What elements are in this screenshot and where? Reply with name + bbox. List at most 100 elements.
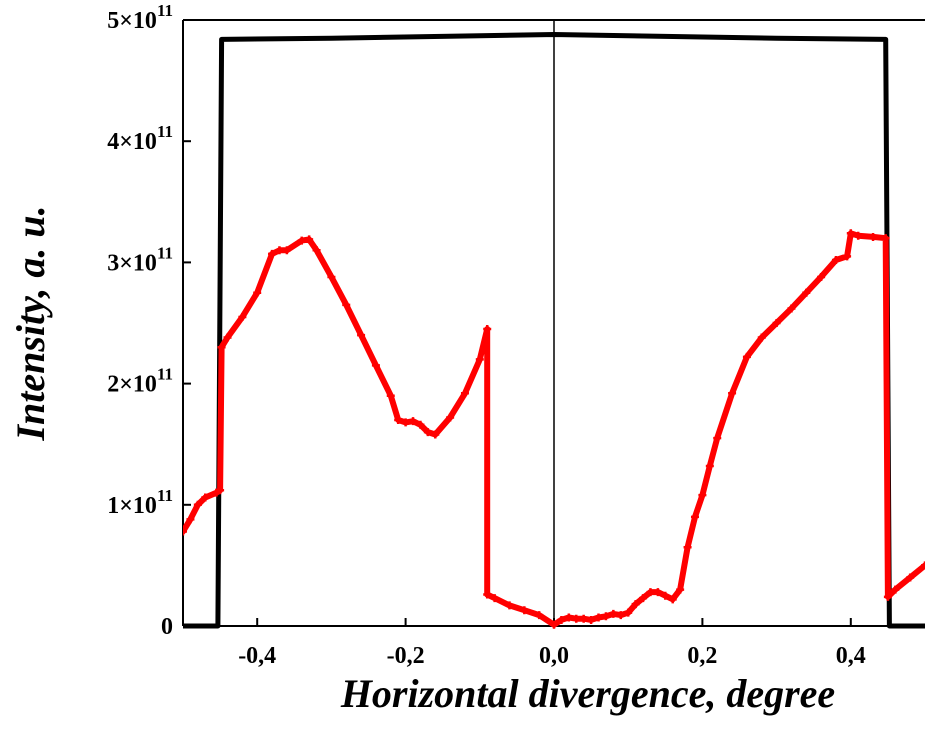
x-tick-label: 0,4 — [836, 643, 866, 669]
y-tick-exponent: 11 — [157, 122, 173, 141]
data-point — [690, 512, 699, 521]
series-0 — [183, 32, 925, 629]
data-point — [550, 620, 558, 629]
data-point — [817, 272, 826, 281]
y-tick-base: 1×10 — [107, 493, 157, 519]
y-tick-base: 0 — [161, 614, 173, 640]
data-point — [579, 614, 588, 623]
data-point — [653, 588, 662, 597]
data-point — [891, 585, 900, 594]
data-point — [869, 232, 878, 241]
data-point — [609, 609, 618, 618]
data-point — [186, 515, 195, 524]
data-point — [772, 319, 781, 327]
x-tick-label: 0,2 — [687, 643, 717, 669]
data-point — [312, 246, 321, 255]
y-tick-exponent: 11 — [157, 365, 173, 384]
data-point — [223, 333, 232, 342]
data-point — [416, 420, 425, 429]
series-layer — [183, 32, 925, 629]
y-tick-label: 4×1011 — [107, 122, 173, 155]
data-point — [661, 591, 670, 600]
data-point — [386, 391, 395, 400]
data-point — [183, 527, 187, 536]
data-point — [668, 595, 677, 604]
data-point — [253, 288, 262, 297]
data-point — [881, 234, 890, 243]
data-point — [357, 331, 366, 340]
y-tick-exponent: 11 — [157, 1, 173, 20]
data-point — [676, 585, 685, 594]
data-point — [921, 561, 925, 570]
data-point — [757, 333, 766, 342]
data-point — [201, 493, 210, 502]
x-tick-label: 0,0 — [539, 643, 569, 669]
data-point — [854, 231, 863, 240]
data-point — [238, 312, 247, 321]
data-point — [520, 606, 529, 615]
data-point — [728, 389, 737, 398]
data-point — [639, 594, 648, 603]
data-point — [423, 428, 432, 437]
data-point — [906, 573, 915, 582]
data-point — [409, 417, 418, 426]
y-tick-base: 3×10 — [107, 250, 157, 276]
data-point — [802, 288, 811, 297]
data-point — [327, 272, 336, 281]
data-point — [705, 462, 714, 471]
data-point — [601, 612, 610, 621]
data-point — [394, 415, 403, 424]
data-point — [557, 615, 566, 624]
y-tick-label: 0 — [161, 614, 173, 640]
data-point — [535, 611, 544, 620]
data-point — [698, 491, 707, 500]
data-point — [217, 343, 226, 352]
y-tick-label: 1×1011 — [107, 486, 173, 519]
series-1 — [183, 229, 925, 629]
data-point — [401, 418, 410, 427]
data-point — [483, 590, 492, 599]
data-point — [282, 246, 291, 255]
y-axis-title: Intensity, a. u. — [8, 205, 53, 441]
y-tick-label: 5×1011 — [107, 1, 173, 34]
data-point — [193, 500, 202, 509]
data-point — [831, 255, 840, 264]
data-point — [505, 601, 514, 610]
data-point — [646, 588, 655, 597]
data-point — [216, 486, 225, 495]
y-tick-exponent: 11 — [157, 243, 173, 262]
data-point — [275, 246, 284, 255]
data-point — [371, 361, 380, 370]
data-point — [624, 608, 633, 617]
data-point — [742, 352, 751, 361]
y-tick-base: 4×10 — [107, 129, 157, 155]
data-point — [683, 543, 692, 552]
y-tick-exponent: 11 — [157, 486, 173, 505]
data-point — [268, 249, 277, 258]
data-point — [475, 355, 484, 364]
x-axis-title: Horizontal divergence, degree — [340, 671, 835, 716]
data-point — [483, 325, 492, 334]
y-tick-base: 5×10 — [107, 8, 157, 34]
x-tick-label: -0,2 — [387, 643, 425, 669]
y-tick-label: 3×1011 — [107, 243, 173, 276]
data-point — [713, 434, 722, 443]
data-point — [564, 613, 573, 622]
data-point — [490, 594, 499, 603]
series-line — [183, 32, 925, 629]
data-point — [846, 229, 855, 238]
data-point — [631, 600, 640, 609]
data-point — [446, 413, 455, 422]
data-point — [883, 592, 892, 601]
data-point — [305, 235, 314, 244]
data-point — [342, 300, 351, 309]
data-point — [843, 252, 852, 261]
x-tick-label: -0,4 — [238, 643, 276, 669]
plot-frame — [182, 19, 925, 627]
data-point — [572, 614, 581, 623]
data-point — [616, 611, 625, 620]
data-point — [460, 389, 469, 398]
y-tick-base: 2×10 — [107, 372, 157, 398]
